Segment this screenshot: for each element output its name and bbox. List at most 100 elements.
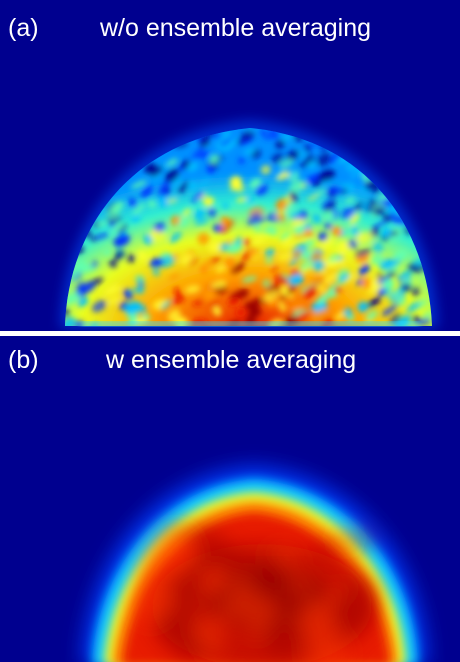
speckle-blob [310, 251, 322, 263]
speckle-blob [202, 259, 214, 270]
speckle-blob [382, 278, 395, 291]
speckle-blob [372, 221, 388, 228]
speckle-blob [235, 197, 248, 203]
speckle-blob [376, 272, 383, 279]
speckle-blob [209, 154, 219, 165]
speckle-blob [286, 150, 300, 161]
speckle-blob [247, 212, 261, 226]
speckle-blob [263, 134, 281, 140]
speckle-blob [250, 237, 266, 246]
speckle-blob [140, 185, 154, 199]
speckle-blob [372, 241, 384, 254]
speckle-blob [207, 164, 214, 175]
mottle-blob [262, 614, 306, 658]
panel-title: w/o ensemble averaging [100, 14, 371, 42]
mottle-blob [133, 584, 173, 623]
speckle-blob [127, 254, 136, 263]
speckle-blob [253, 216, 266, 225]
speckle-blob [406, 301, 421, 313]
speckle-blob [347, 238, 359, 250]
speckle-blob [65, 317, 76, 326]
panel-letter: (b) [8, 346, 39, 374]
speckle-blob [220, 219, 234, 234]
speckle-blob [270, 265, 279, 272]
speckle-blob [137, 250, 147, 261]
speckle-blob [110, 201, 124, 214]
speckle-blob [349, 213, 361, 225]
speckle-blob [277, 212, 286, 222]
speckle-blob [198, 192, 207, 201]
speckle-blob [282, 238, 293, 249]
speckle-blob [187, 181, 197, 190]
speckle-blob [158, 180, 172, 194]
speckle-blob [215, 264, 226, 273]
speckle-blob [389, 302, 400, 311]
speckle-blob [197, 232, 210, 245]
speckle-blob [302, 286, 318, 299]
speckle-blob [220, 216, 230, 227]
speckle-blob [109, 259, 117, 268]
averaged-intensity-image [0, 336, 460, 662]
speckle-blob [241, 276, 258, 283]
speckle-blob [90, 261, 98, 268]
speckle-blob [310, 276, 326, 286]
speckle-blob [130, 215, 142, 222]
speckle-blob [203, 196, 215, 207]
speckle-blob [124, 301, 142, 315]
speckle-blob [262, 279, 271, 288]
speckle-blob [290, 218, 305, 228]
speckle-blob [315, 293, 331, 305]
speckle-blob [132, 203, 146, 215]
speckle-blob [396, 296, 406, 306]
speckle-blob [194, 217, 209, 226]
speckle-blob [237, 288, 249, 299]
mottle-blob [202, 569, 227, 593]
speckle-blob [241, 130, 255, 141]
speckle-blob [280, 284, 289, 297]
speckle-blob [296, 311, 310, 320]
panel-b: (b) w ensemble averaging [0, 336, 460, 662]
speckle-blob [323, 273, 337, 285]
speckle-blob [174, 287, 181, 297]
speckle-blob [235, 307, 247, 318]
speckle-blob [391, 290, 402, 298]
speckle-blob [363, 283, 371, 291]
panel-title: w ensemble averaging [106, 346, 357, 374]
speckle-blob [356, 279, 364, 286]
speckle-blob [104, 284, 121, 296]
speckle-blob [287, 171, 297, 178]
speckle-blob [303, 223, 313, 231]
speckle-blob [367, 297, 381, 308]
speckle-blob [271, 153, 284, 164]
speckle-blob [260, 164, 272, 175]
speckle-blob [113, 233, 131, 247]
speckle-blob [211, 256, 221, 264]
speckle-blob [150, 229, 158, 237]
speckle-blob [255, 183, 268, 196]
speckle-blob [279, 294, 287, 300]
speckle-blob [77, 297, 89, 307]
speckle-blob [285, 205, 295, 215]
speckle-blob [217, 132, 231, 144]
speckle-blob [373, 207, 385, 216]
speckle-blob [182, 208, 191, 217]
speckle-blob [390, 211, 397, 221]
speckle-blob [310, 312, 322, 323]
speckle-blob [168, 273, 180, 281]
speckle-blob [208, 241, 221, 253]
speckle-blob [209, 280, 227, 289]
speckle-blob [262, 289, 280, 303]
speckle-blob [243, 238, 251, 247]
speckle-blob [238, 157, 245, 164]
mottle-blob [318, 539, 338, 559]
speckle-blob [172, 293, 186, 306]
mottle-blob [352, 529, 373, 550]
speckle-blob [287, 293, 295, 300]
speckle-blob [314, 189, 329, 196]
speckle-blob [325, 210, 335, 220]
speckle-blob [422, 312, 432, 318]
speckle-blob [323, 201, 336, 213]
speckle-blob [230, 182, 242, 191]
speckle-blob [231, 262, 245, 275]
speckle-blob [318, 232, 328, 242]
